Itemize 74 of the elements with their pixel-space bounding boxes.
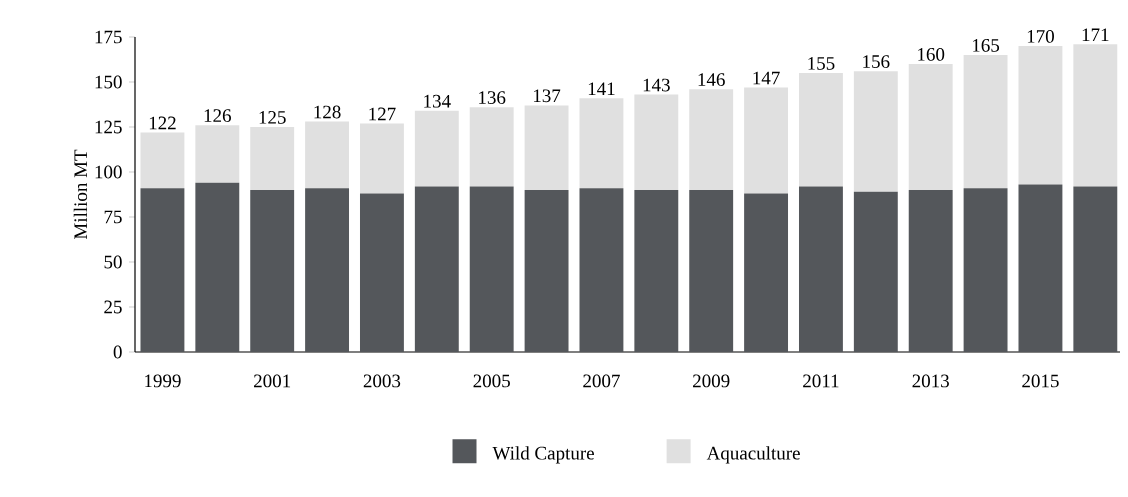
- bar: [359, 193, 404, 352]
- y-tick-label: 0: [113, 345, 122, 359]
- bar: [744, 87, 789, 194]
- bar: [689, 89, 734, 190]
- total-label: 156: [863, 55, 890, 68]
- bar: [798, 73, 843, 187]
- x-tick-label: 1999: [145, 374, 181, 388]
- total-label: 160: [918, 47, 945, 61]
- bar: [250, 190, 295, 352]
- legend-label: Aquaculture: [706, 446, 800, 464]
- y-tick-label: 125: [95, 120, 122, 134]
- y-tick-label: 75: [104, 210, 122, 224]
- bar: [798, 186, 843, 352]
- total-label: 146: [698, 73, 725, 86]
- bar: [853, 71, 898, 192]
- total-label: 141: [588, 82, 615, 95]
- y-tick-label: 175: [95, 30, 122, 44]
- total-label: 128: [314, 105, 341, 119]
- total-label: 147: [753, 71, 780, 85]
- y-tick-label: 25: [104, 300, 122, 314]
- x-tick-label: 2009: [693, 374, 730, 388]
- bar: [140, 132, 185, 189]
- bar: [744, 193, 789, 352]
- bar: [359, 123, 404, 194]
- total-label: 122: [149, 116, 176, 130]
- bar: [250, 127, 295, 190]
- bar: [305, 188, 350, 352]
- total-label: 125: [259, 111, 286, 124]
- total-label: 127: [369, 107, 396, 121]
- total-label: 126: [204, 109, 231, 122]
- bar: [908, 190, 953, 352]
- bar: [469, 186, 514, 352]
- bar: [524, 105, 569, 190]
- bar: [524, 190, 569, 352]
- bar: [469, 107, 514, 187]
- bar: [1018, 46, 1063, 185]
- x-tick-label: 2007: [583, 374, 620, 388]
- bar: [634, 190, 679, 352]
- x-tick-label: 2011: [803, 374, 839, 388]
- total-label: 137: [533, 89, 561, 103]
- bar: [140, 188, 185, 352]
- total-label: 155: [808, 57, 835, 70]
- bar: [579, 98, 624, 189]
- total-label: 170: [1027, 29, 1054, 43]
- bar: [689, 190, 734, 352]
- bar: [579, 188, 624, 352]
- bar: [908, 64, 953, 190]
- y-axis-title: Million MT: [73, 149, 88, 240]
- legend-label: Wild Capture: [492, 446, 594, 464]
- bar: [195, 125, 240, 183]
- bar: [414, 186, 459, 352]
- total-label: 134: [424, 94, 451, 108]
- bar: [634, 94, 679, 190]
- bar: [963, 188, 1008, 352]
- bar: [963, 55, 1008, 189]
- y-tick-label: 100: [95, 165, 122, 179]
- bar: [414, 110, 459, 187]
- total-label: 136: [479, 91, 506, 104]
- y-tick-label: 150: [95, 75, 122, 89]
- bar: [195, 182, 240, 352]
- bar: [1073, 44, 1118, 187]
- x-tick-label: 2001: [254, 374, 291, 388]
- bar: [305, 121, 350, 189]
- bar: [853, 191, 898, 352]
- y-tick-label: 50: [104, 255, 122, 269]
- bar: [1018, 184, 1063, 352]
- x-tick-label: 2013: [912, 374, 949, 388]
- x-tick-label: 2015: [1022, 374, 1059, 388]
- total-label: 165: [972, 39, 1000, 52]
- bar: [1073, 186, 1118, 352]
- x-tick-label: 2003: [363, 374, 401, 388]
- x-tick-label: 2005: [473, 374, 510, 388]
- total-label: 143: [643, 78, 670, 92]
- total-label: 171: [1082, 28, 1109, 41]
